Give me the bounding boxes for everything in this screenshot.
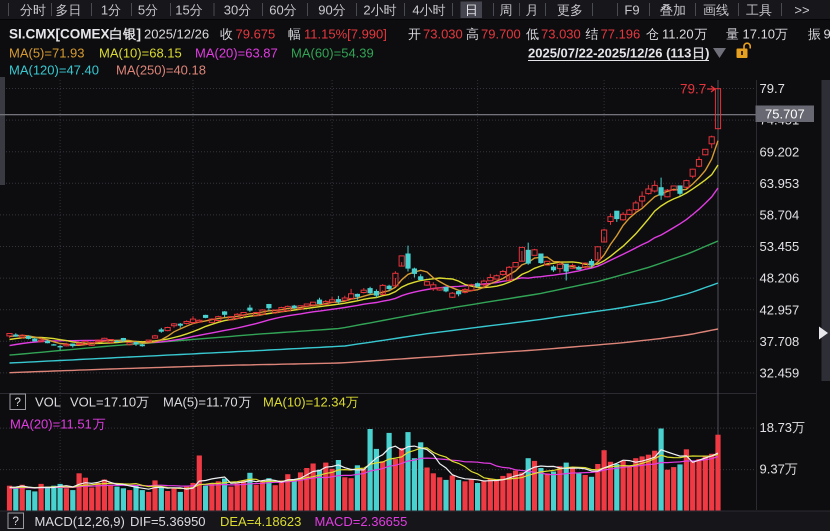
- svg-text:DEA=4.18623: DEA=4.18623: [220, 514, 301, 529]
- svg-text:?: ?: [13, 516, 19, 528]
- svg-text:MACD=2.36655: MACD=2.36655: [315, 514, 408, 529]
- svg-text:73.030: 73.030: [541, 27, 581, 42]
- svg-text:MA(250)=40.18: MA(250)=40.18: [116, 63, 206, 78]
- svg-text:): ): [705, 46, 709, 61]
- svg-text:1: 1: [101, 3, 108, 18]
- svg-text:30: 30: [224, 3, 238, 18]
- svg-text:MA(20)=63.87: MA(20)=63.87: [195, 46, 278, 61]
- svg-text:]: ]: [137, 27, 142, 42]
- svg-text:69.202: 69.202: [760, 144, 800, 159]
- svg-text:MA(5)=71.93: MA(5)=71.93: [9, 46, 85, 61]
- svg-text:11.20: 11.20: [662, 27, 694, 42]
- svg-text:MA(10)=68.15: MA(10)=68.15: [99, 46, 182, 61]
- svg-text:48.206: 48.206: [760, 271, 800, 286]
- svg-text:MA(60)=54.39: MA(60)=54.39: [291, 46, 374, 61]
- svg-text:?: ?: [15, 397, 21, 409]
- svg-text:MA(5)=11.70: MA(5)=11.70: [163, 395, 238, 410]
- svg-text:2025/07/22-2025/12/26 (113: 2025/07/22-2025/12/26 (113: [528, 46, 691, 61]
- svg-text:MACD(12,26,9): MACD(12,26,9): [35, 514, 125, 529]
- svg-text:>>: >>: [794, 3, 809, 18]
- svg-text:4: 4: [412, 3, 419, 18]
- svg-text:17.10: 17.10: [743, 27, 776, 42]
- svg-text:F9: F9: [624, 3, 639, 18]
- svg-text:37.708: 37.708: [760, 334, 800, 349]
- svg-text:MA(120)=47.40: MA(120)=47.40: [9, 63, 99, 78]
- svg-text:60: 60: [269, 3, 283, 18]
- svg-text:73.030: 73.030: [423, 27, 463, 42]
- svg-text:15: 15: [175, 3, 189, 18]
- svg-text:5: 5: [138, 3, 145, 18]
- svg-text:9.37: 9.37: [760, 461, 785, 476]
- svg-text:63.953: 63.953: [760, 176, 800, 191]
- svg-text:32.459: 32.459: [760, 366, 800, 381]
- svg-text:9.2: 9.2: [824, 27, 830, 42]
- svg-text:11.15%[7.990]: 11.15%[7.990]: [304, 27, 387, 42]
- svg-text:42.957: 42.957: [760, 302, 800, 317]
- svg-text:90: 90: [318, 3, 332, 18]
- svg-text:2025/12/26: 2025/12/26: [144, 27, 209, 42]
- svg-text:77.196: 77.196: [601, 27, 641, 42]
- svg-text:53.455: 53.455: [760, 239, 800, 254]
- svg-text:MA(20)=11.51: MA(20)=11.51: [10, 417, 92, 432]
- svg-text:75.707: 75.707: [765, 107, 805, 122]
- svg-text:79.700: 79.700: [481, 27, 521, 42]
- svg-text:79.675: 79.675: [236, 27, 276, 42]
- svg-text:MA(10)=12.34: MA(10)=12.34: [263, 395, 346, 410]
- svg-text:VOL: VOL: [35, 395, 61, 410]
- svg-text:VOL=17.10: VOL=17.10: [70, 395, 136, 410]
- svg-text:79.7: 79.7: [680, 82, 706, 97]
- svg-text:58.704: 58.704: [760, 208, 800, 223]
- svg-text:2: 2: [363, 3, 370, 18]
- svg-text:DIF=5.36950: DIF=5.36950: [130, 514, 206, 529]
- svg-text:79.7: 79.7: [760, 81, 785, 96]
- svg-text:18.73: 18.73: [760, 420, 793, 435]
- svg-text:SI.CMX[COMEX: SI.CMX[COMEX: [9, 27, 110, 42]
